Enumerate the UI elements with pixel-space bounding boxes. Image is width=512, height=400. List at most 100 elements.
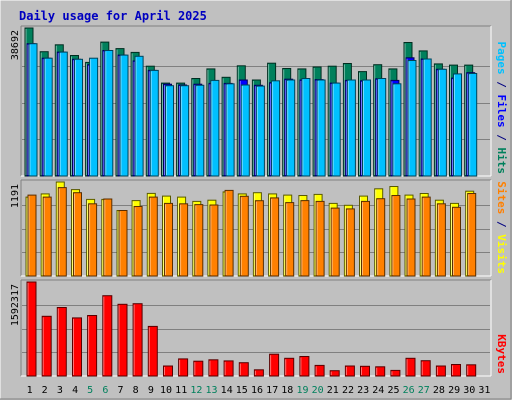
bar-top-pages-day-12 — [195, 84, 205, 177]
bar-bottom-kbytes-day-10 — [163, 365, 173, 377]
bar-bottom-kbytes-day-21 — [329, 370, 340, 377]
bar-mid-sites-day-3 — [57, 187, 67, 277]
bar-mid-sites-day-10 — [164, 202, 173, 277]
panel-top-legend-item-4: Hits — [495, 148, 508, 175]
bar-top-pages-day-21 — [331, 82, 341, 177]
x-tick-label-day-21: 21 — [327, 385, 339, 396]
x-tick-label-day-29: 29 — [448, 385, 460, 396]
x-tick-label-day-20: 20 — [312, 385, 324, 396]
x-tick-label-day-25: 25 — [387, 385, 399, 396]
bar-bottom-kbytes-day-15 — [238, 362, 249, 377]
panel-bottom-max-label: 1592317 — [10, 284, 21, 326]
x-tick-label-day-10: 10 — [160, 385, 172, 396]
panel-top-legend-item-2: Files — [495, 95, 508, 128]
x-tick-label-day-14: 14 — [221, 385, 233, 396]
bar-mid-sites-day-5 — [88, 203, 98, 277]
bar-mid-sites-day-9 — [148, 196, 158, 277]
bar-mid-sites-day-8 — [133, 206, 143, 277]
bar-bottom-kbytes-day-7 — [117, 303, 128, 377]
bar-bottom-kbytes-day-1 — [26, 281, 37, 377]
bar-mid-sites-day-1 — [27, 194, 37, 277]
bar-top-pages-day-17 — [271, 80, 281, 177]
x-tick-label-day-7: 7 — [117, 385, 123, 396]
bar-mid-sites-day-13 — [209, 204, 219, 277]
bar-mid-sites-day-11 — [179, 203, 189, 277]
bar-mid-sites-day-26 — [406, 198, 416, 277]
x-tick-label-day-22: 22 — [342, 385, 354, 396]
bar-top-pages-day-19 — [301, 78, 311, 177]
x-tick-label-day-8: 8 — [133, 385, 139, 396]
x-tick-label-day-18: 18 — [281, 385, 293, 396]
bar-top-pages-day-18 — [286, 79, 296, 177]
bar-top-pages-day-8 — [134, 55, 144, 177]
x-tick-label-day-24: 24 — [372, 385, 384, 396]
panel-bottom-legend-item-0: KBytes — [495, 334, 508, 374]
bar-bottom-kbytes-day-22 — [344, 365, 355, 377]
bar-mid-sites-day-21 — [330, 207, 340, 277]
bar-bottom-kbytes-day-12 — [193, 360, 204, 377]
bar-mid-sites-day-24 — [376, 198, 386, 277]
x-tick-label-day-13: 13 — [205, 385, 217, 396]
x-tick-label-day-5: 5 — [87, 385, 93, 396]
bar-top-pages-day-16 — [255, 85, 265, 177]
bar-bottom-kbytes-day-16 — [253, 369, 264, 377]
bar-bottom-kbytes-day-6 — [102, 295, 113, 377]
x-tick-label-day-6: 6 — [102, 385, 108, 396]
bar-mid-sites-day-27 — [421, 196, 431, 277]
bar-bottom-kbytes-day-13 — [208, 359, 219, 377]
bar-top-pages-day-23 — [362, 79, 371, 177]
bar-mid-sites-day-17 — [270, 197, 280, 277]
panel-top-legend-item-0: Pages — [495, 42, 508, 75]
x-tick-label-day-15: 15 — [236, 385, 248, 396]
bar-top-pages-day-9 — [149, 69, 159, 177]
bar-bottom-kbytes-day-5 — [87, 315, 98, 377]
bar-mid-sites-day-14 — [224, 189, 234, 277]
bar-bottom-kbytes-day-28 — [435, 365, 446, 377]
x-tick-label-day-23: 23 — [357, 385, 369, 396]
bar-top-pages-day-27 — [422, 58, 432, 177]
bar-mid-sites-day-25 — [391, 195, 401, 277]
bar-mid-sites-day-29 — [452, 206, 461, 277]
panel-top-legend: Pages / Files / Hits — [495, 42, 508, 175]
x-tick-label-day-17: 17 — [266, 385, 278, 396]
bar-bottom-kbytes-day-29 — [451, 364, 461, 377]
panel-mid-legend: Sites / Visits — [495, 181, 508, 274]
bar-mid-sites-day-4 — [73, 192, 82, 277]
bar-mid-sites-day-28 — [436, 203, 446, 277]
bar-top-pages-day-10 — [165, 85, 174, 177]
bar-top-pages-day-7 — [119, 54, 129, 177]
bar-bottom-kbytes-day-27 — [420, 360, 431, 377]
chart-title: Daily usage for April 2025 — [19, 9, 207, 23]
bar-bottom-kbytes-day-14 — [223, 360, 234, 377]
bar-top-pages-day-14 — [225, 83, 235, 177]
bar-mid-sites-day-6 — [103, 198, 113, 277]
bar-mid-sites-day-19 — [300, 200, 310, 277]
bar-top-pages-day-13 — [210, 79, 220, 177]
bar-bottom-kbytes-day-17 — [269, 353, 280, 377]
x-tick-label-day-1: 1 — [27, 385, 33, 396]
panel-mid-legend-item-1: / — [495, 214, 508, 234]
bar-top-pages-day-30 — [468, 73, 478, 177]
x-tick-label-day-4: 4 — [72, 385, 78, 396]
bar-top-pages-day-26 — [407, 60, 417, 177]
bar-top-pages-day-20 — [316, 79, 326, 177]
x-tick-label-day-28: 28 — [433, 385, 445, 396]
bar-bottom-kbytes-day-9 — [147, 325, 158, 377]
x-tick-label-day-31: 31 — [478, 385, 490, 396]
bar-mid-sites-day-30 — [467, 193, 477, 277]
bar-mid-sites-day-7 — [118, 210, 128, 277]
x-tick-label-day-26: 26 — [403, 385, 415, 396]
x-tick-label-day-11: 11 — [175, 385, 187, 396]
bar-mid-sites-day-20 — [315, 200, 325, 277]
x-tick-label-day-30: 30 — [463, 385, 475, 396]
bar-top-pages-day-3 — [58, 51, 68, 177]
x-tick-label-day-19: 19 — [296, 385, 308, 396]
bar-mid-sites-day-22 — [345, 208, 355, 277]
bar-bottom-kbytes-day-20 — [314, 364, 325, 377]
bar-bottom-kbytes-day-4 — [72, 317, 82, 377]
bar-top-pages-day-22 — [346, 79, 356, 177]
bar-bottom-kbytes-day-19 — [299, 356, 310, 377]
panel-mid-legend-item-2: Visits — [495, 234, 508, 274]
bar-top-pages-day-6 — [104, 50, 114, 177]
